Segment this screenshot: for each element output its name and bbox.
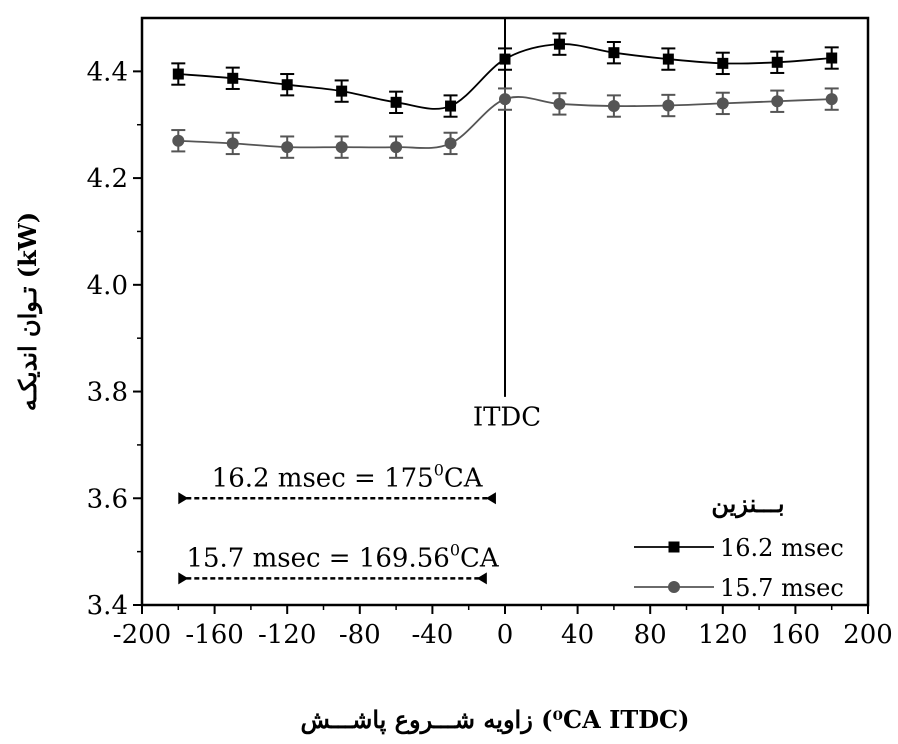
range-label: 16.2 msec = 1750CA <box>212 460 484 493</box>
x-axis-title: زاویه شـــروع پاشـــش (⁰CA ITDC) <box>301 705 690 735</box>
range-start-marker <box>178 572 189 585</box>
y-axis-title: تـوان اندیکـه (kW) <box>13 212 43 411</box>
series-0 <box>171 32 839 118</box>
series-1 <box>171 87 839 159</box>
x-tick-label: -160 <box>185 620 243 650</box>
data-point <box>281 79 293 91</box>
data-point <box>281 141 294 154</box>
data-point <box>226 137 239 150</box>
range-label: 15.7 msec = 169.560CA <box>186 540 499 573</box>
range-annotation-1: 16.2 msec = 1750CA <box>178 460 496 505</box>
data-point <box>553 97 566 110</box>
data-point <box>771 56 783 68</box>
x-tick-label: 200 <box>843 620 893 650</box>
data-point <box>172 68 184 80</box>
data-point <box>444 137 457 150</box>
data-point <box>608 47 620 59</box>
data-point <box>553 38 565 50</box>
legend-label: 15.7 msec <box>720 574 844 602</box>
y-tick-label: 4.2 <box>87 164 128 194</box>
legend-label: 16.2 msec <box>720 534 844 562</box>
legend-marker <box>668 581 680 593</box>
x-tick-label: 120 <box>698 620 748 650</box>
plot-area: -200 -160 -120 -80 -40 0 40 80 120 160 200 3.4 3.6 3.… <box>13 16 893 735</box>
x-tick-label: -80 <box>339 620 381 650</box>
data-point <box>662 53 674 65</box>
y-tick-label: 4.0 <box>87 271 128 301</box>
data-point <box>825 93 838 106</box>
y-tick-label: 3.4 <box>87 591 128 621</box>
data-point <box>445 100 457 112</box>
legend-marker <box>668 541 680 553</box>
data-point <box>771 95 784 108</box>
x-tick-label: -120 <box>258 620 316 650</box>
data-point <box>716 97 729 110</box>
data-point <box>227 72 239 84</box>
data-point <box>499 93 511 106</box>
data-point <box>717 57 729 69</box>
legend: بـــنزین 16.2 msec 15.7 msec <box>634 489 844 602</box>
range-start-marker <box>178 492 189 505</box>
y-tick-label: 3.6 <box>87 484 128 514</box>
range-end-marker <box>485 492 496 505</box>
x-tick-label: -200 <box>113 620 171 650</box>
data-point <box>826 52 838 64</box>
data-point <box>607 100 620 113</box>
data-point <box>172 134 185 147</box>
x-tick-label: 40 <box>561 620 594 650</box>
data-point <box>390 141 403 154</box>
data-point <box>336 85 348 97</box>
x-tick-label: 0 <box>497 620 514 650</box>
x-tick-label: 80 <box>634 620 667 650</box>
range-annotation-2: 15.7 msec = 169.560CA <box>178 540 500 585</box>
range-end-marker <box>476 572 487 585</box>
data-point <box>499 53 511 65</box>
data-point <box>390 96 402 108</box>
data-point <box>662 99 675 112</box>
y-tick-label: 4.4 <box>87 57 128 87</box>
x-tick-label: 160 <box>771 620 821 650</box>
y-tick-label: 3.8 <box>87 378 128 408</box>
x-tick-label: -40 <box>411 620 453 650</box>
itdc-label: ITDC <box>473 403 541 433</box>
legend-title: بـــنزین <box>711 489 784 519</box>
data-point <box>335 141 348 154</box>
